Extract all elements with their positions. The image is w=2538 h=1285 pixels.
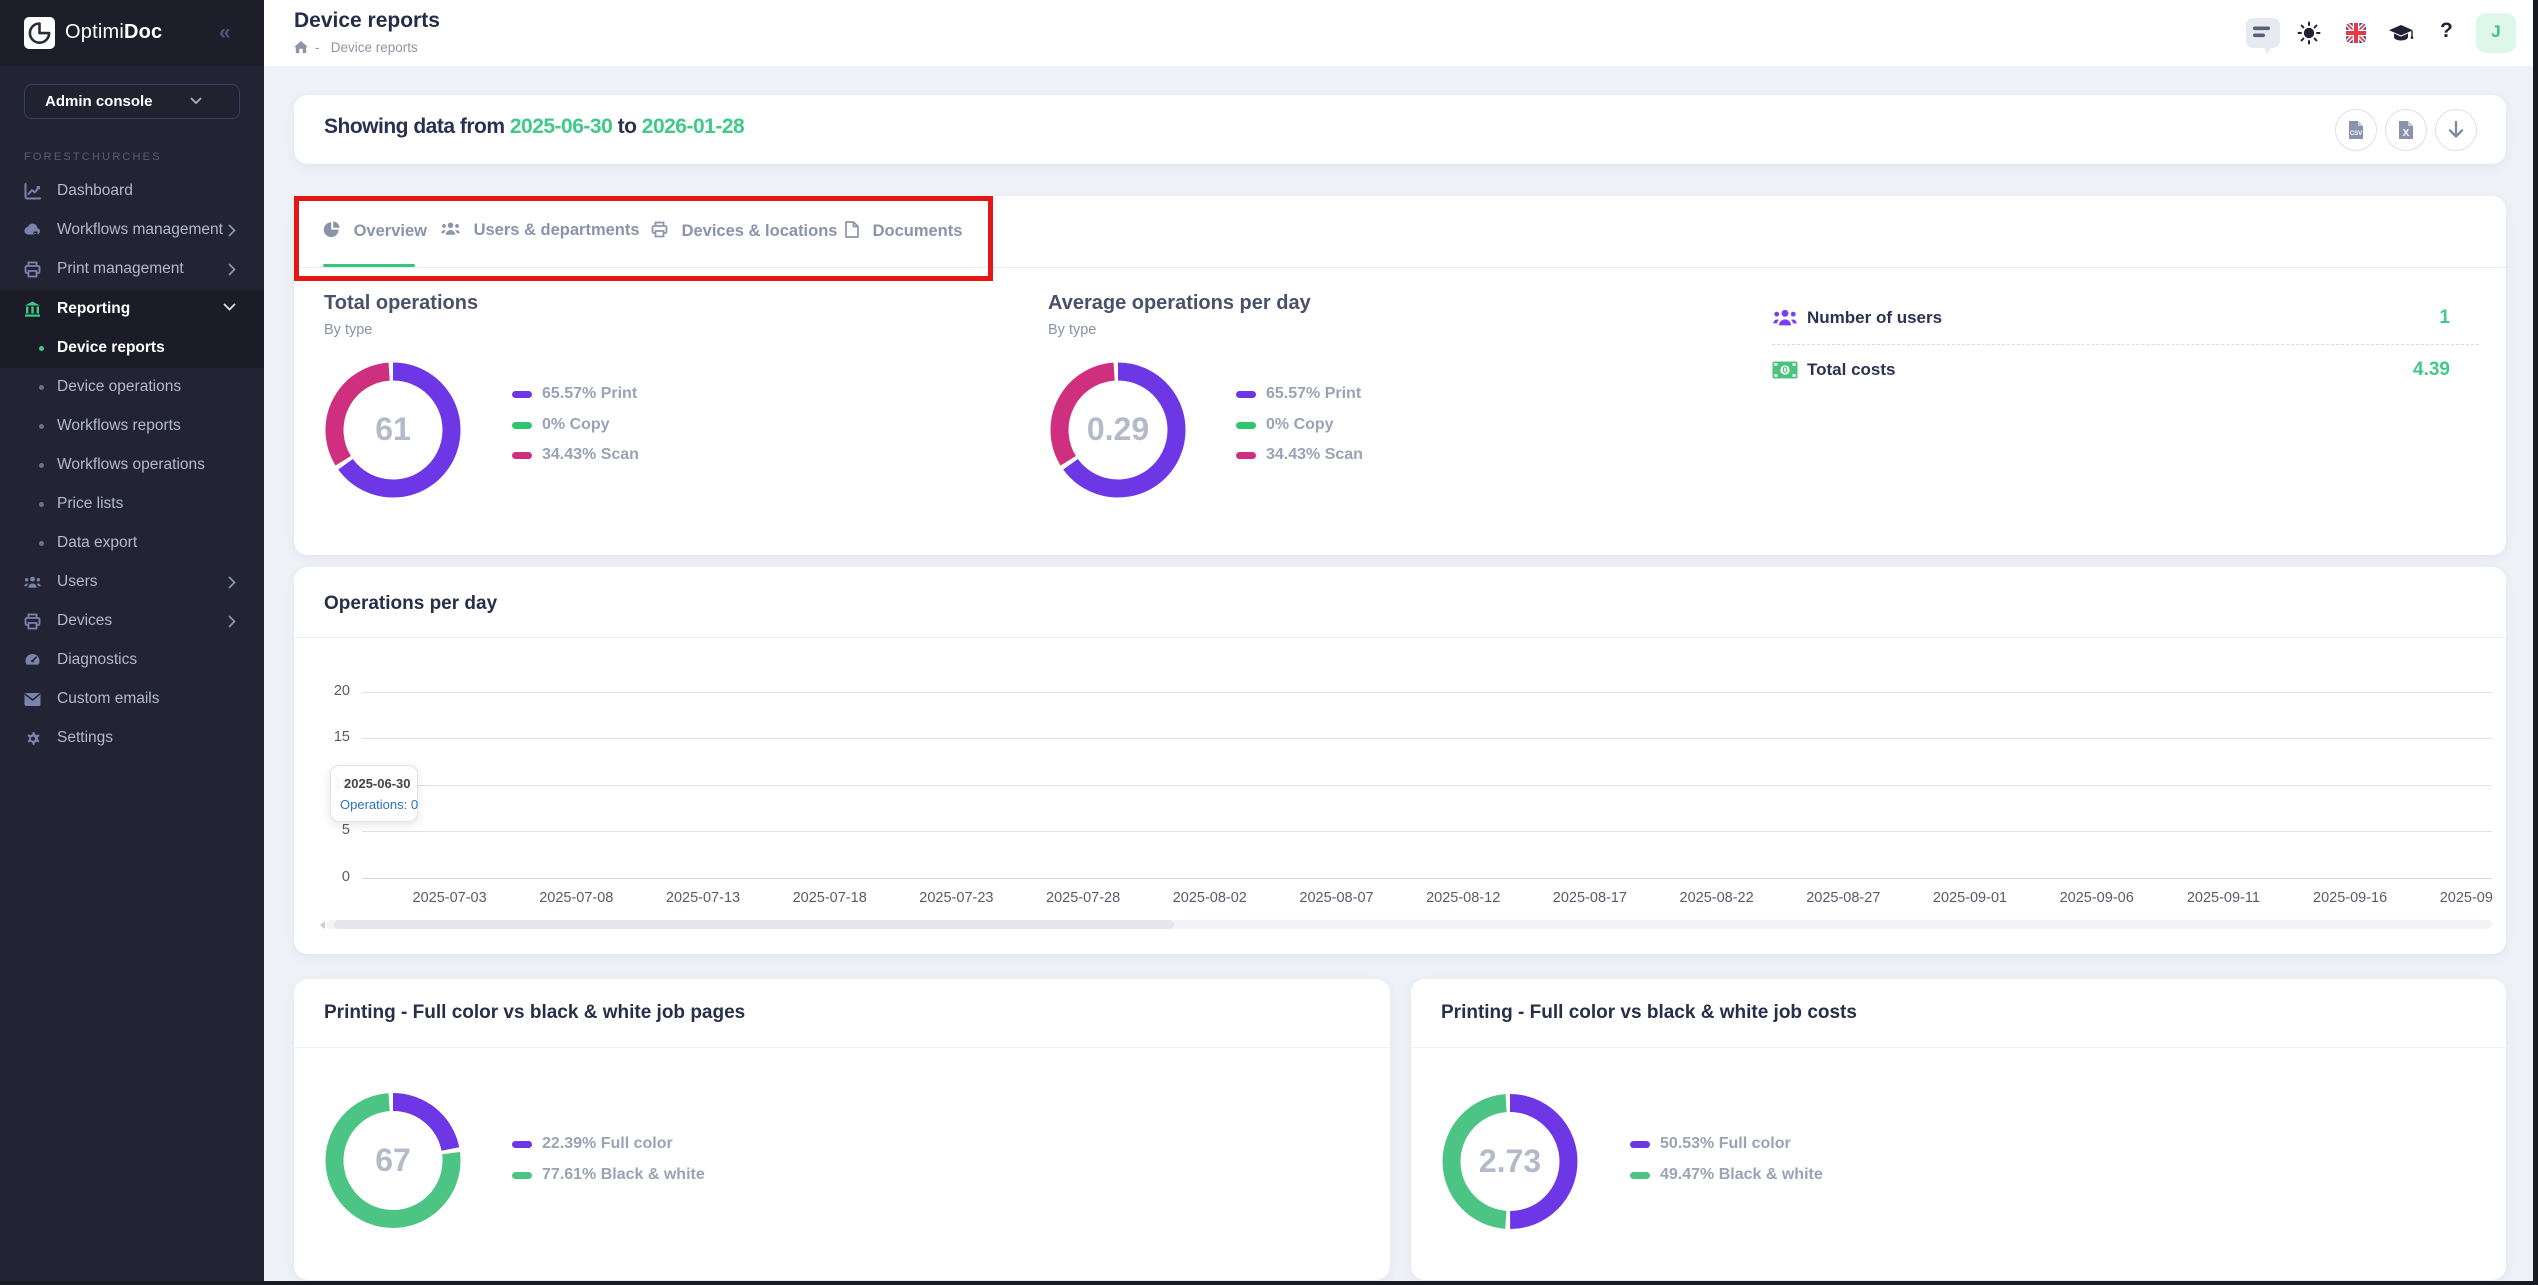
svg-text:CSV: CSV — [2350, 131, 2362, 137]
svg-text:0: 0 — [1782, 365, 1787, 375]
svg-text:X: X — [2403, 128, 2410, 139]
